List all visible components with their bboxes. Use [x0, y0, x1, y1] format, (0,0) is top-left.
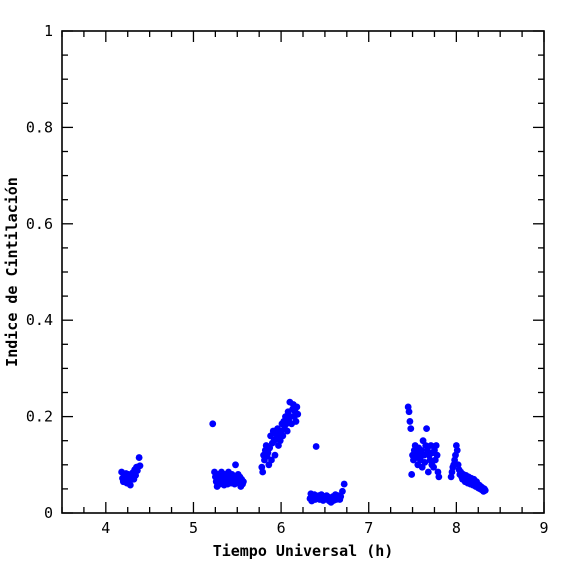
data-point [279, 432, 287, 440]
data-point [435, 473, 443, 481]
x-tick-label: 4 [101, 519, 110, 537]
data-point [337, 493, 345, 501]
x-tick-label: 9 [539, 519, 548, 537]
y-tick-label: 0.8 [26, 118, 53, 136]
data-point [136, 462, 144, 470]
data-point [232, 461, 239, 469]
data-point [423, 425, 430, 433]
x-tick-labels: 4 5 6 7 8 9 [101, 519, 548, 537]
data-point [453, 446, 461, 454]
data-point [271, 451, 279, 459]
ticks-layer [61, 30, 545, 514]
data-point [433, 451, 441, 459]
data-point [340, 480, 348, 488]
data-point [209, 420, 217, 428]
data-point [259, 468, 267, 476]
data-point [312, 443, 320, 450]
data-point [126, 481, 134, 489]
x-tick-label: 7 [364, 519, 373, 537]
x-tick-label: 5 [189, 519, 198, 537]
y-tick-labels: 0 0.2 0.4 0.6 0.8 1 [26, 22, 53, 522]
points-layer [118, 398, 489, 506]
data-point [408, 471, 416, 478]
data-point [283, 427, 291, 435]
data-point [432, 442, 440, 449]
data-point [339, 487, 346, 495]
data-point [405, 408, 413, 416]
data-point [135, 454, 143, 461]
y-tick-label: 1 [44, 22, 53, 40]
y-tick-label: 0.2 [26, 408, 53, 426]
data-point [406, 418, 414, 425]
data-point [407, 425, 415, 433]
x-tick-label: 8 [452, 519, 461, 537]
data-point [421, 458, 429, 466]
data-point [430, 463, 437, 471]
y-tick-label: 0.4 [26, 311, 53, 329]
y-tick-label: 0.6 [26, 215, 53, 233]
data-point [292, 418, 300, 425]
data-point [293, 403, 301, 411]
data-point [294, 410, 302, 418]
data-point [268, 456, 275, 464]
y-axis-label: Indice de Cintilación [3, 177, 21, 367]
data-point [420, 451, 428, 459]
y-tick-label: 0 [44, 504, 53, 522]
x-tick-label: 6 [277, 519, 286, 537]
data-point [424, 468, 432, 476]
x-axis-label: Tiempo Universal (h) [213, 542, 394, 560]
data-point [481, 486, 489, 494]
data-point [427, 442, 435, 449]
data-point [240, 478, 247, 486]
